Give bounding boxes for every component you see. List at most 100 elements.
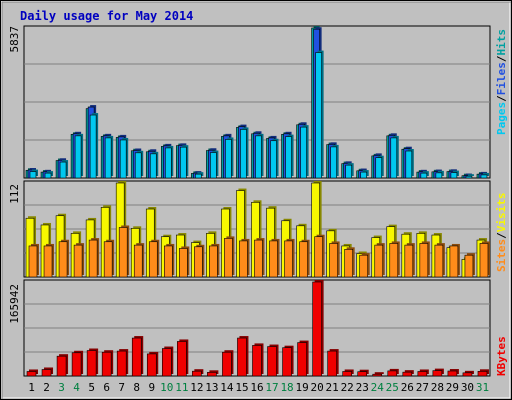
x-axis-labels: 1 2 3 4 5 6 7 8 9 10 11 12 13 14 15 16 17 18 19 20 21 22 23 24 2… [28, 381, 489, 394]
x-label-30: 30 [461, 381, 474, 394]
bar-pages-31 [480, 174, 488, 179]
x-label-13: 13 [205, 381, 218, 394]
bar-sites-4 [73, 244, 83, 278]
x-label-1: 1 [28, 381, 35, 394]
bar-kbytes-27 [417, 371, 428, 377]
bar-kbytes-28 [432, 370, 443, 377]
x-label-25: 25 [386, 381, 399, 394]
y-max-label-visits: 112 [8, 184, 21, 204]
bar-sites-17 [269, 240, 278, 278]
bar-kbytes-17 [267, 346, 277, 377]
bar-pages-4 [74, 135, 82, 179]
bar-pages-3 [59, 161, 67, 179]
bar-kbytes-13 [207, 372, 217, 377]
legend-entry: / [495, 232, 508, 239]
bar-pages-1 [29, 171, 37, 179]
legend-hits: Pages/Files/Hits [495, 29, 508, 135]
bar-pages-2 [44, 172, 52, 179]
x-label-26: 26 [401, 381, 414, 394]
legend-entry: / [495, 95, 508, 102]
bar-pages-30 [465, 175, 473, 179]
bar-sites-24 [374, 244, 384, 278]
bar-pages-5 [89, 114, 97, 179]
bar-sites-2 [43, 245, 53, 278]
bar-kbytes-10 [161, 348, 172, 377]
bar-kbytes-4 [71, 352, 82, 377]
bar-sites-10 [163, 245, 173, 278]
bar-sites-18 [284, 240, 293, 278]
bar-kbytes-3 [56, 355, 67, 377]
bar-kbytes-23 [357, 371, 368, 377]
bar-pages-7 [119, 139, 127, 179]
x-label-11: 11 [175, 381, 188, 394]
legend-entry: Pages [495, 102, 508, 135]
bar-kbytes-21 [327, 350, 337, 377]
y-max-label-hits: 5837 [8, 26, 21, 53]
chart-panels: 5837Pages/Files/Hits112Sites/Visits16594… [8, 25, 508, 377]
x-label-29: 29 [446, 381, 459, 394]
x-label-28: 28 [431, 381, 444, 394]
legend-entry: KBytes [495, 336, 508, 376]
y-max-label-kbytes: 165942 [8, 284, 21, 324]
bar-sites-20 [314, 236, 323, 278]
bar-sites-25 [389, 243, 399, 278]
bar-pages-13 [210, 152, 217, 179]
x-label-21: 21 [326, 381, 339, 394]
bar-pages-22 [345, 164, 352, 179]
bar-pages-27 [420, 172, 428, 179]
bar-sites-30 [464, 254, 474, 278]
bar-sites-19 [299, 241, 308, 278]
chart-title: Daily usage for May 2014 [20, 9, 193, 23]
bar-sites-1 [28, 245, 38, 278]
bar-kbytes-25 [387, 370, 398, 377]
bar-sites-6 [103, 241, 113, 278]
bar-sites-21 [329, 243, 338, 278]
bar-shadow [374, 372, 384, 374]
bar-kbytes-20 [312, 281, 322, 377]
x-label-15: 15 [235, 381, 248, 394]
bar-pages-6 [104, 137, 112, 179]
x-label-4: 4 [73, 381, 80, 394]
bar-pages-8 [134, 152, 142, 179]
bar-shadow [482, 172, 489, 176]
x-label-9: 9 [148, 381, 155, 394]
bar-pages-18 [285, 136, 292, 179]
x-label-8: 8 [133, 381, 140, 394]
panel-visits: 112 Sites/Visits [8, 180, 508, 278]
bar-pages-15 [240, 129, 247, 179]
x-label-31: 31 [476, 381, 489, 394]
x-label-23: 23 [356, 381, 369, 394]
bar-kbytes-29 [447, 370, 458, 377]
bar-pages-23 [360, 171, 368, 179]
bar-pages-28 [435, 172, 443, 179]
x-label-3: 3 [58, 381, 65, 394]
bar-sites-23 [359, 254, 369, 278]
bar-kbytes-22 [342, 371, 352, 377]
bar-pages-29 [450, 172, 458, 179]
bar-pages-20 [315, 52, 322, 179]
bar-pages-21 [330, 146, 337, 179]
bar-sites-9 [148, 241, 158, 278]
bar-sites-27 [419, 243, 429, 278]
bar-kbytes-31 [477, 370, 488, 377]
bar-pages-9 [149, 153, 157, 179]
bar-sites-3 [58, 241, 68, 278]
x-label-20: 20 [311, 381, 324, 394]
bar-kbytes-24 [372, 373, 383, 377]
bar-kbytes-5 [86, 350, 97, 377]
bar-sites-12 [194, 246, 203, 278]
legend-entry: Hits [495, 29, 508, 56]
x-label-17: 17 [265, 381, 278, 394]
bar-sites-22 [344, 249, 353, 278]
legend-entry: Sites [495, 239, 508, 272]
bar-pages-19 [300, 126, 307, 179]
x-label-22: 22 [341, 381, 354, 394]
x-label-5: 5 [88, 381, 95, 394]
x-label-16: 16 [250, 381, 263, 394]
x-label-18: 18 [280, 381, 293, 394]
bar-sites-31 [479, 243, 489, 278]
x-label-19: 19 [295, 381, 308, 394]
bar-kbytes-12 [192, 370, 202, 377]
bar-kbytes-15 [237, 337, 247, 377]
